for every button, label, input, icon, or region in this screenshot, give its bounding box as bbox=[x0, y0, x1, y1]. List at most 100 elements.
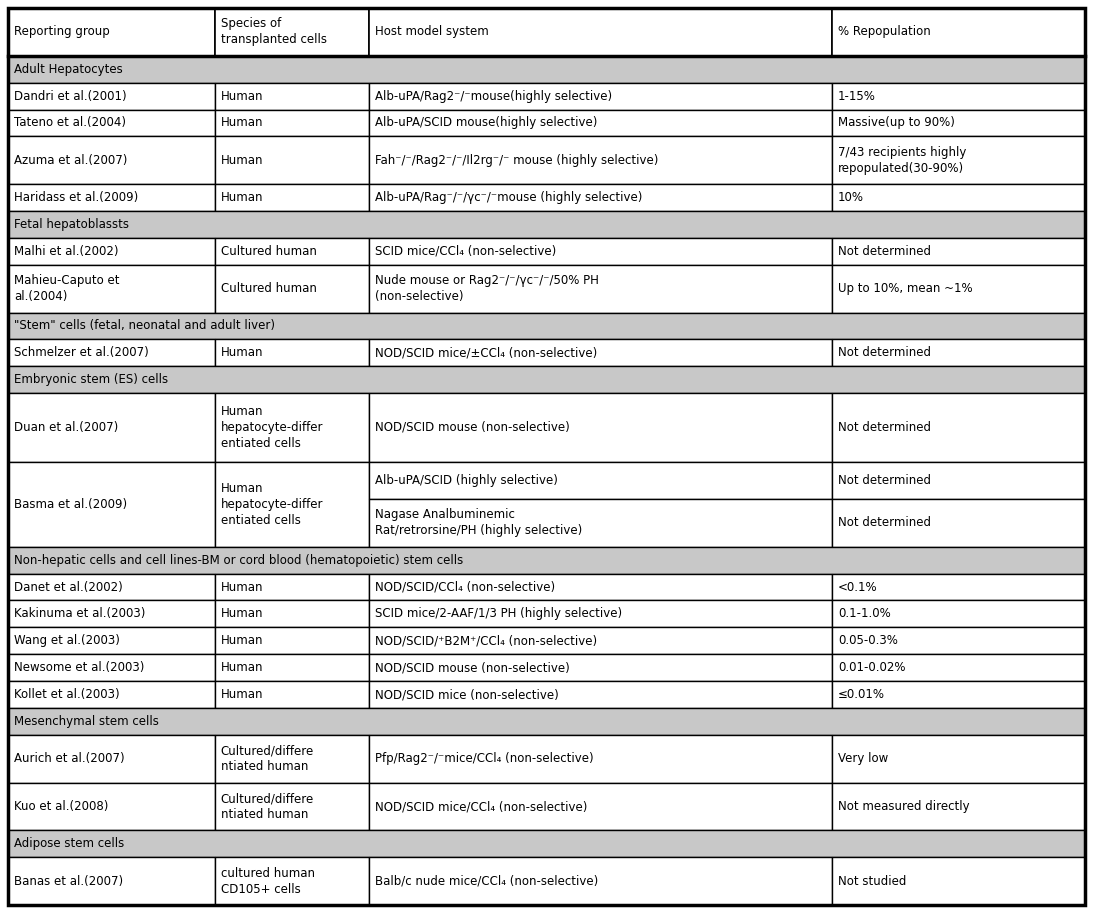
Text: <0.1%: <0.1% bbox=[838, 581, 878, 593]
Text: NOD/SCID mice (non-selective): NOD/SCID mice (non-selective) bbox=[375, 688, 559, 701]
Text: Cultured/differe
ntiated human: Cultured/differe ntiated human bbox=[221, 792, 314, 821]
Bar bbox=[832, 735, 1085, 782]
Bar bbox=[8, 340, 215, 366]
Text: Human: Human bbox=[221, 661, 263, 675]
Bar bbox=[832, 782, 1085, 831]
Text: NOD/SCID/⁺B2M⁺/CCl₄ (non-selective): NOD/SCID/⁺B2M⁺/CCl₄ (non-selective) bbox=[375, 635, 597, 647]
Bar bbox=[8, 8, 215, 56]
Text: ≤0.01%: ≤0.01% bbox=[838, 688, 885, 701]
Text: Non-hepatic cells and cell lines-BM or cord blood (hematopoietic) stem cells: Non-hepatic cells and cell lines-BM or c… bbox=[14, 553, 463, 567]
Text: Malhi et al.(2002): Malhi et al.(2002) bbox=[14, 245, 118, 257]
Bar bbox=[368, 857, 832, 905]
Bar bbox=[8, 394, 215, 462]
Bar bbox=[832, 462, 1085, 499]
Text: cultured human
CD105+ cells: cultured human CD105+ cells bbox=[221, 866, 315, 896]
Bar bbox=[8, 547, 1085, 573]
Bar bbox=[832, 82, 1085, 110]
Bar bbox=[8, 462, 215, 547]
Text: Human: Human bbox=[221, 607, 263, 621]
Bar bbox=[832, 136, 1085, 184]
Bar bbox=[215, 340, 368, 366]
Bar bbox=[8, 627, 215, 655]
Bar bbox=[832, 8, 1085, 56]
Text: Cultured human: Cultured human bbox=[221, 282, 317, 295]
Bar bbox=[832, 184, 1085, 211]
Text: Not studied: Not studied bbox=[838, 875, 906, 887]
Bar bbox=[832, 857, 1085, 905]
Bar bbox=[832, 655, 1085, 681]
Bar bbox=[832, 627, 1085, 655]
Text: Human
hepatocyte-differ
entiated cells: Human hepatocyte-differ entiated cells bbox=[221, 405, 324, 450]
Bar bbox=[215, 735, 368, 782]
Text: Reporting group: Reporting group bbox=[14, 26, 109, 38]
Bar bbox=[832, 573, 1085, 601]
Bar bbox=[8, 601, 215, 627]
Bar bbox=[368, 573, 832, 601]
Text: Basma et al.(2009): Basma et al.(2009) bbox=[14, 498, 127, 510]
Text: Embryonic stem (ES) cells: Embryonic stem (ES) cells bbox=[14, 373, 168, 386]
Bar bbox=[8, 366, 1085, 394]
Bar bbox=[215, 265, 368, 312]
Bar bbox=[8, 735, 215, 782]
Text: NOD/SCID mouse (non-selective): NOD/SCID mouse (non-selective) bbox=[375, 421, 569, 434]
Text: Fah⁻/⁻/Rag2⁻/⁻/Il2rg⁻/⁻ mouse (highly selective): Fah⁻/⁻/Rag2⁻/⁻/Il2rg⁻/⁻ mouse (highly se… bbox=[375, 153, 658, 167]
Text: SCID mice/2-AAF/1/3 PH (highly selective): SCID mice/2-AAF/1/3 PH (highly selective… bbox=[375, 607, 622, 621]
Bar bbox=[8, 110, 215, 136]
Text: 7/43 recipients highly
repopulated(30-90%): 7/43 recipients highly repopulated(30-90… bbox=[838, 146, 966, 174]
Text: Human: Human bbox=[221, 89, 263, 102]
Text: Banas et al.(2007): Banas et al.(2007) bbox=[14, 875, 124, 887]
Bar bbox=[368, 265, 832, 312]
Text: % Repopulation: % Repopulation bbox=[838, 26, 930, 38]
Bar bbox=[8, 82, 215, 110]
Bar bbox=[8, 312, 1085, 340]
Text: Human: Human bbox=[221, 581, 263, 593]
Bar bbox=[8, 857, 215, 905]
Bar bbox=[215, 82, 368, 110]
Bar bbox=[368, 238, 832, 265]
Text: Schmelzer et al.(2007): Schmelzer et al.(2007) bbox=[14, 346, 149, 360]
Text: Human: Human bbox=[221, 153, 263, 167]
Bar bbox=[8, 211, 1085, 238]
Bar bbox=[215, 8, 368, 56]
Text: Tateno et al.(2004): Tateno et al.(2004) bbox=[14, 117, 126, 130]
Text: Cultured/differe
ntiated human: Cultured/differe ntiated human bbox=[221, 744, 314, 773]
Bar bbox=[832, 601, 1085, 627]
Text: 0.01-0.02%: 0.01-0.02% bbox=[838, 661, 905, 675]
Bar bbox=[368, 8, 832, 56]
Text: Human
hepatocyte-differ
entiated cells: Human hepatocyte-differ entiated cells bbox=[221, 482, 324, 527]
Text: NOD/SCID/CCl₄ (non-selective): NOD/SCID/CCl₄ (non-selective) bbox=[375, 581, 555, 593]
Text: Very low: Very low bbox=[838, 752, 889, 765]
Text: Mahieu-Caputo et
al.(2004): Mahieu-Caputo et al.(2004) bbox=[14, 274, 119, 303]
Text: Wang et al.(2003): Wang et al.(2003) bbox=[14, 635, 120, 647]
Text: Alb-uPA/Rag⁻/⁻/γc⁻/⁻mouse (highly selective): Alb-uPA/Rag⁻/⁻/γc⁻/⁻mouse (highly select… bbox=[375, 191, 643, 204]
Bar bbox=[215, 573, 368, 601]
Bar bbox=[215, 655, 368, 681]
Text: Alb-uPA/Rag2⁻/⁻mouse(highly selective): Alb-uPA/Rag2⁻/⁻mouse(highly selective) bbox=[375, 89, 612, 102]
Text: Not determined: Not determined bbox=[838, 245, 931, 257]
Text: Up to 10%, mean ~1%: Up to 10%, mean ~1% bbox=[838, 282, 973, 295]
Text: Human: Human bbox=[221, 191, 263, 204]
Text: Massive(up to 90%): Massive(up to 90%) bbox=[838, 117, 955, 130]
Text: Not measured directly: Not measured directly bbox=[838, 800, 969, 813]
Bar bbox=[8, 238, 215, 265]
Bar bbox=[368, 82, 832, 110]
Text: Newsome et al.(2003): Newsome et al.(2003) bbox=[14, 661, 144, 675]
Bar bbox=[368, 782, 832, 831]
Bar bbox=[8, 184, 215, 211]
Bar bbox=[8, 681, 215, 708]
Text: Alb-uPA/SCID (highly selective): Alb-uPA/SCID (highly selective) bbox=[375, 474, 557, 487]
Text: Aurich et al.(2007): Aurich et al.(2007) bbox=[14, 752, 125, 765]
Bar bbox=[215, 782, 368, 831]
Text: Fetal hepatoblassts: Fetal hepatoblassts bbox=[14, 218, 129, 231]
Bar bbox=[215, 136, 368, 184]
Bar bbox=[8, 831, 1085, 857]
Bar bbox=[368, 499, 832, 547]
Bar bbox=[215, 238, 368, 265]
Bar bbox=[368, 601, 832, 627]
Text: Kuo et al.(2008): Kuo et al.(2008) bbox=[14, 800, 108, 813]
Bar bbox=[368, 136, 832, 184]
Text: 10%: 10% bbox=[838, 191, 863, 204]
Text: Duan et al.(2007): Duan et al.(2007) bbox=[14, 421, 118, 434]
Text: NOD/SCID mice/CCl₄ (non-selective): NOD/SCID mice/CCl₄ (non-selective) bbox=[375, 800, 587, 813]
Bar bbox=[832, 394, 1085, 462]
